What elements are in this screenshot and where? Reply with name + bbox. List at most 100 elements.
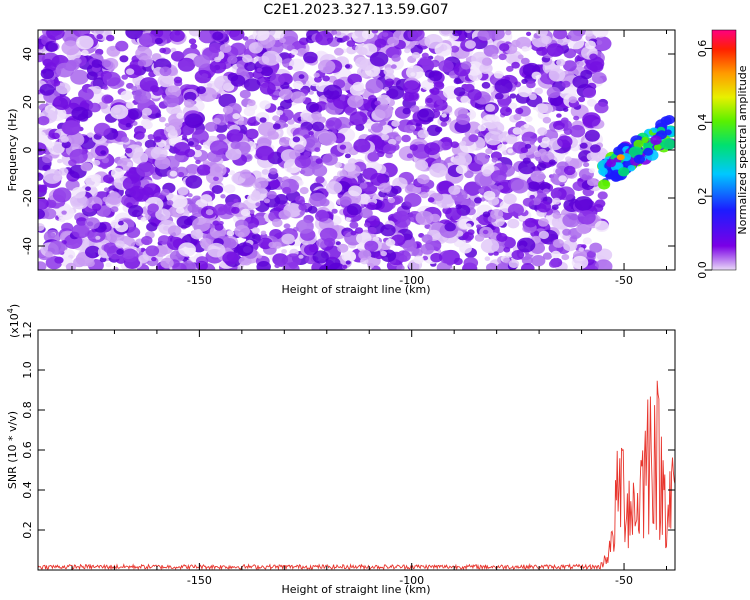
heatmap-cell bbox=[588, 168, 595, 174]
colorbar bbox=[711, 29, 737, 271]
heatmap-cell bbox=[140, 216, 147, 222]
heatmap-cell bbox=[115, 40, 129, 52]
heatmap-cell bbox=[586, 98, 597, 107]
heatmap-cell bbox=[574, 196, 593, 211]
heatmap-cell bbox=[278, 136, 292, 147]
heatmap-cell bbox=[511, 61, 520, 69]
heatmap-cell bbox=[565, 156, 572, 162]
heatmap-cell bbox=[125, 101, 135, 109]
heatmap-cell bbox=[38, 142, 47, 156]
heatmap-cell bbox=[498, 53, 507, 61]
heatmap-cell bbox=[46, 199, 57, 209]
heatmap-cell bbox=[548, 159, 556, 165]
heatmap-cell bbox=[419, 56, 431, 66]
heatmap-cell bbox=[259, 117, 267, 123]
heatmap-cell bbox=[177, 186, 189, 196]
heatmap-cell bbox=[239, 169, 252, 179]
heatmap-cell bbox=[484, 131, 503, 146]
heatmap-cell bbox=[350, 230, 357, 236]
signal-cell bbox=[618, 167, 630, 177]
heatmap-cell bbox=[404, 193, 422, 207]
heatmap-cell bbox=[214, 56, 222, 63]
heatmap-cell bbox=[226, 129, 244, 143]
y-tick-label: 40 bbox=[21, 47, 34, 61]
heatmap-cell bbox=[48, 241, 66, 255]
heatmap-cell bbox=[232, 113, 241, 120]
heatmap-cell bbox=[438, 30, 454, 37]
heatmap-cell bbox=[243, 106, 256, 117]
heatmap-cell bbox=[426, 124, 441, 136]
heatmap-cell bbox=[159, 47, 167, 54]
heatmap-cell bbox=[248, 209, 255, 215]
heatmap-cell bbox=[578, 247, 585, 252]
heatmap-cell bbox=[76, 35, 94, 50]
heatmap-cell bbox=[520, 57, 530, 65]
heatmap-cell bbox=[242, 54, 253, 63]
heatmap-cell bbox=[243, 78, 261, 92]
x-tick-label: -50 bbox=[615, 574, 633, 587]
heatmap-cell bbox=[313, 72, 320, 78]
heatmap-cell bbox=[474, 197, 482, 204]
heatmap-cell bbox=[516, 237, 536, 253]
heatmap-cell bbox=[51, 132, 60, 140]
signal-cell bbox=[643, 147, 653, 156]
heatmap-cell bbox=[276, 109, 284, 116]
colorbar-tick-label: 0.6 bbox=[696, 40, 709, 58]
heatmap-cell bbox=[334, 161, 342, 168]
heatmap-cell bbox=[507, 203, 524, 217]
heatmap-cell bbox=[534, 87, 543, 95]
heatmap-cell bbox=[418, 109, 429, 118]
heatmap-cell bbox=[155, 113, 162, 118]
heatmap-cell bbox=[555, 167, 565, 176]
heatmap-cell bbox=[282, 186, 292, 195]
heatmap-cell bbox=[170, 47, 177, 53]
x-tick-label: -150 bbox=[187, 274, 212, 287]
heatmap-cell bbox=[209, 224, 215, 229]
heatmap-cell bbox=[95, 235, 101, 240]
heatmap-cell bbox=[597, 191, 608, 200]
heatmap-cell bbox=[279, 109, 294, 121]
heatmap-cell bbox=[195, 229, 202, 234]
heatmap-cell bbox=[474, 152, 490, 165]
heatmap-cell bbox=[381, 134, 389, 141]
heatmap-cell bbox=[332, 129, 338, 134]
heatmap-cell bbox=[177, 57, 196, 72]
heatmap-cell bbox=[121, 248, 139, 263]
heatmap-cell bbox=[344, 162, 356, 172]
heatmap-cell bbox=[331, 208, 338, 214]
heatmap-cell bbox=[483, 190, 496, 201]
heatmap-cell bbox=[507, 218, 520, 229]
snr-line-area bbox=[38, 380, 675, 570]
heatmap-cell bbox=[488, 30, 505, 41]
heatmap-cell bbox=[211, 185, 224, 194]
heatmap-cell bbox=[380, 250, 388, 257]
heatmap-cell bbox=[402, 239, 417, 252]
heatmap-cell bbox=[165, 125, 176, 133]
heatmap-cell bbox=[331, 30, 338, 35]
heatmap-cell bbox=[87, 132, 94, 138]
heatmap-cell bbox=[505, 108, 511, 113]
heatmap-cell bbox=[534, 151, 542, 158]
heatmap-cell bbox=[88, 102, 101, 113]
heatmap-cell bbox=[494, 92, 504, 100]
heatmap-cell bbox=[233, 198, 239, 203]
heatmap-cell bbox=[303, 51, 318, 64]
y-tick-label: 1.0 bbox=[21, 361, 34, 379]
heatmap-cell bbox=[86, 71, 98, 81]
heatmap-cell bbox=[568, 96, 578, 104]
heatmap-cell bbox=[536, 30, 548, 37]
signal-cell bbox=[602, 180, 610, 187]
heatmap-cell bbox=[309, 192, 327, 207]
heatmap-cell bbox=[299, 187, 309, 195]
heatmap-cell bbox=[573, 115, 580, 121]
heatmap-cell bbox=[415, 210, 434, 226]
heatmap-cell bbox=[292, 136, 301, 143]
heatmap-cell bbox=[402, 91, 415, 102]
heatmap-cell bbox=[125, 147, 133, 154]
heatmap-cell bbox=[272, 253, 289, 266]
heatmap-cell bbox=[485, 103, 496, 112]
heatmap-cell bbox=[61, 120, 81, 136]
heatmap-cell bbox=[295, 195, 305, 204]
heatmap-cell bbox=[451, 30, 462, 37]
heatmap-cell bbox=[391, 64, 397, 69]
